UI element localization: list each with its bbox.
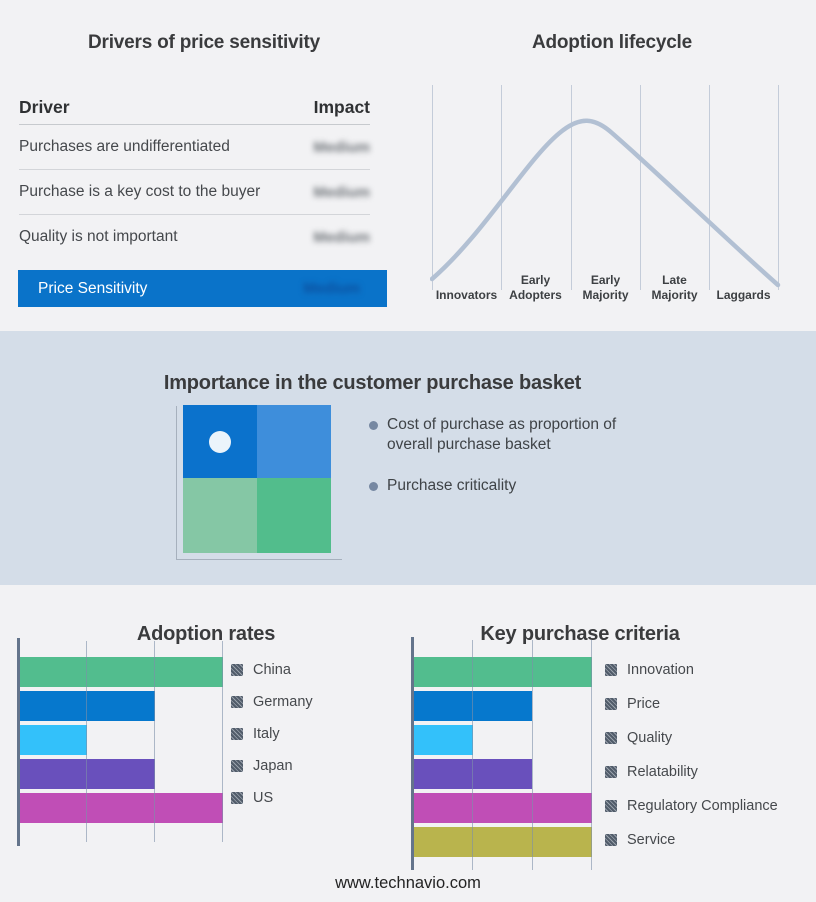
drivers-table: Driver Impact Purchases are undifferenti…	[19, 90, 370, 259]
bar-regulatory-compliance	[413, 793, 592, 823]
lifecycle-gridline	[778, 85, 779, 290]
hatch-swatch-icon	[231, 664, 243, 676]
bar-japan	[19, 759, 155, 789]
quadrant-bottom-right	[257, 478, 331, 553]
price-sensitivity-summary-row: Price Sensitivity Medium	[18, 270, 387, 307]
legend-item-germany: Germany	[231, 693, 313, 711]
driver-cell: Purchases are undifferentiated	[19, 138, 230, 155]
gridline	[532, 640, 533, 870]
quadrant-top-left	[183, 405, 257, 478]
bullet-dot-icon	[369, 482, 378, 491]
legend-item-us: US	[231, 789, 313, 807]
legend-item-quality: Quality	[605, 729, 778, 747]
adoption-rates-legend: China Germany Italy Japan US	[231, 661, 313, 821]
bar-germany	[19, 691, 155, 721]
bar-service	[413, 827, 592, 857]
impact-cell-blurred: Medium	[313, 138, 370, 156]
stage-label-late-majority: Late Majority	[651, 273, 698, 302]
gridline	[591, 640, 592, 870]
drivers-table-header: Driver Impact	[19, 90, 370, 125]
adoption-rates-bars	[19, 657, 223, 823]
hatch-swatch-icon	[231, 760, 243, 772]
hatch-swatch-icon	[605, 766, 617, 778]
adoption-rates-title: Adoption rates	[136, 622, 276, 645]
criteria-bars	[413, 657, 592, 857]
criteria-legend: Innovation Price Quality Relatability Re…	[605, 661, 778, 865]
purchase-basket-band	[0, 331, 816, 585]
technavio-url: www.technavio.com	[335, 874, 481, 892]
column-driver: Driver	[19, 96, 70, 117]
legend-item-price: Price	[605, 695, 778, 713]
lifecycle-gridline	[709, 85, 710, 290]
table-row: Purchases are undifferentiated Medium	[19, 125, 370, 170]
bar-china	[19, 657, 223, 687]
bar-innovation	[413, 657, 592, 687]
hatch-swatch-icon	[231, 728, 243, 740]
drivers-title: Drivers of price sensitivity	[87, 31, 320, 53]
bullet-text: Purchase criticality	[387, 477, 517, 494]
column-impact: Impact	[313, 96, 370, 117]
gridline	[86, 641, 87, 842]
matrix-x-axis	[176, 559, 342, 560]
price-sensitivity-impact-blurred: Medium	[303, 280, 360, 297]
basket-bullet-1: Cost of purchase as proportion of overal…	[369, 415, 639, 456]
hatch-swatch-icon	[605, 664, 617, 676]
gridline	[222, 641, 223, 842]
hatch-swatch-icon	[231, 792, 243, 804]
bullet-text: Cost of purchase as proportion of overal…	[387, 416, 617, 454]
bar-quality	[413, 725, 473, 755]
legend-item-japan: Japan	[231, 757, 313, 775]
stage-label-innovators: Innovators	[435, 288, 498, 302]
quadrant-matrix	[183, 405, 331, 553]
lifecycle-title: Adoption lifecycle	[531, 31, 693, 53]
bar-italy	[19, 725, 88, 755]
hatch-swatch-icon	[605, 698, 617, 710]
stage-label-early-majority: Early Majority	[582, 273, 629, 302]
hatch-swatch-icon	[605, 800, 617, 812]
criteria-axis	[411, 637, 414, 870]
lifecycle-gridline	[432, 85, 433, 290]
position-marker-dot	[209, 431, 231, 453]
hatch-swatch-icon	[231, 696, 243, 708]
adoption-rates-axis	[17, 638, 20, 846]
bar-us	[19, 793, 223, 823]
driver-cell: Purchase is a key cost to the buyer	[19, 183, 261, 200]
lifecycle-gridline	[501, 85, 502, 290]
gridline	[472, 640, 473, 870]
bullet-dot-icon	[369, 421, 378, 430]
stage-label-laggards: Laggards	[716, 288, 771, 302]
legend-item-china: China	[231, 661, 313, 679]
legend-item-italy: Italy	[231, 725, 313, 743]
quadrant-top-right	[257, 405, 331, 478]
driver-cell: Quality is not important	[19, 228, 178, 245]
key-purchase-criteria-title: Key purchase criteria	[480, 622, 680, 645]
gridline	[154, 641, 155, 842]
legend-item-service: Service	[605, 831, 778, 849]
bell-curve	[430, 118, 781, 288]
legend-item-relatability: Relatability	[605, 763, 778, 781]
table-row: Purchase is a key cost to the buyer Medi…	[19, 170, 370, 215]
stage-label-early-adopters: Early Adopters	[509, 273, 562, 302]
price-sensitivity-label: Price Sensitivity	[38, 279, 148, 297]
impact-cell-blurred: Medium	[313, 228, 370, 246]
basket-bullet-2: Purchase criticality	[369, 476, 639, 496]
hatch-swatch-icon	[605, 834, 617, 846]
legend-item-regulatory-compliance: Regulatory Compliance	[605, 797, 778, 815]
lifecycle-gridline	[571, 85, 572, 290]
impact-cell-blurred: Medium	[313, 183, 370, 201]
legend-item-innovation: Innovation	[605, 661, 778, 679]
hatch-swatch-icon	[605, 732, 617, 744]
quadrant-bottom-left	[183, 478, 257, 553]
lifecycle-gridline	[640, 85, 641, 290]
matrix-y-axis	[176, 406, 177, 560]
table-row: Quality is not important Medium	[19, 215, 370, 259]
basket-title: Importance in the customer purchase bask…	[163, 371, 582, 394]
